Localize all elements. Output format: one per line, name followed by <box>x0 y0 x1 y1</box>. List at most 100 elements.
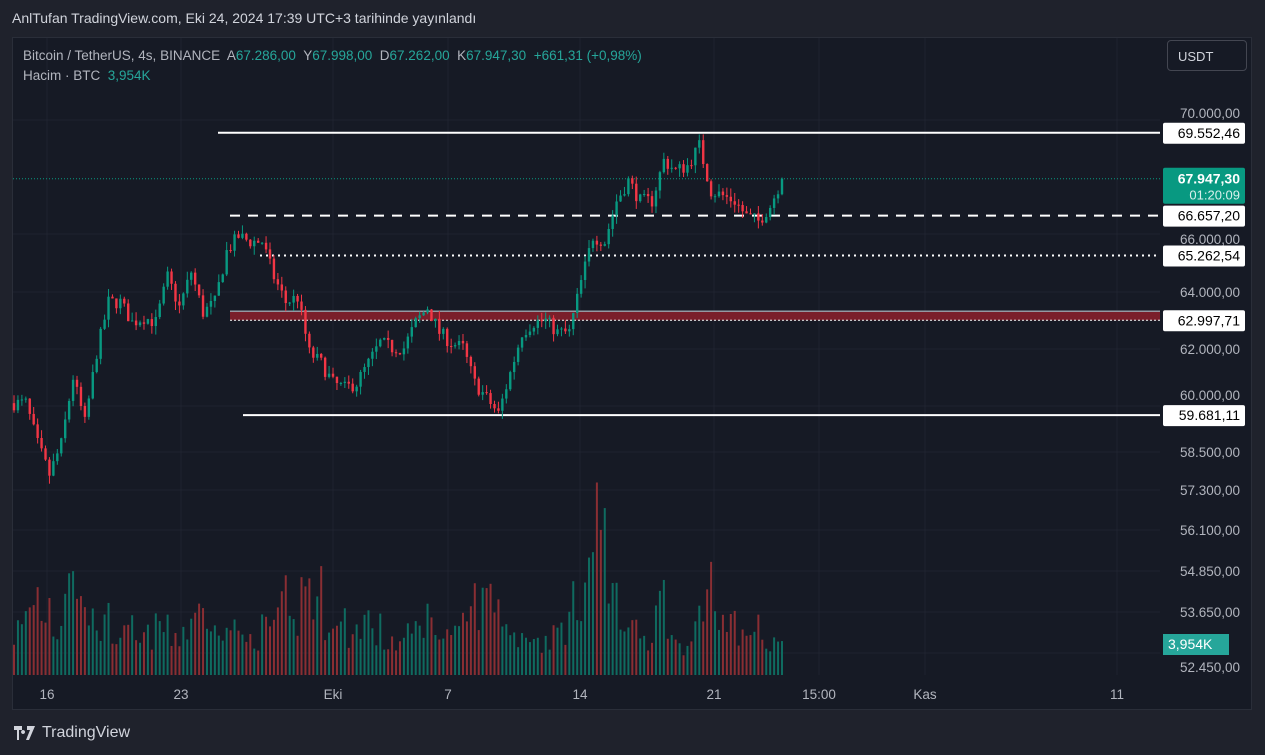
candle-up <box>64 419 67 439</box>
candle-up <box>654 190 658 207</box>
volume-bar <box>351 634 354 675</box>
candle-down <box>709 181 713 197</box>
volume-bar <box>458 626 461 675</box>
candle-down <box>741 205 744 212</box>
volume-bar <box>48 598 51 675</box>
volume-bar <box>324 640 327 675</box>
volume-bar <box>753 631 756 675</box>
candle-up <box>591 240 595 249</box>
volume-bar <box>131 615 134 675</box>
time-tick-label: 14 <box>572 687 588 702</box>
volume-bar <box>414 621 417 675</box>
candle-up <box>288 302 291 304</box>
candle-up <box>658 172 662 191</box>
volume-bar <box>316 596 319 675</box>
candle-up <box>516 347 520 362</box>
volume-bar <box>332 628 335 675</box>
level-price-tag <box>1163 205 1245 227</box>
candle-down <box>465 343 469 357</box>
candle-down <box>28 398 31 414</box>
candle-down <box>761 220 764 223</box>
volume-bar <box>560 622 563 675</box>
chart-panel[interactable] <box>12 37 1252 710</box>
volume-bar <box>139 642 142 675</box>
candle-up <box>186 279 189 294</box>
volume-bar <box>142 632 145 675</box>
tradingview-footer[interactable]: TradingView <box>14 724 130 742</box>
candle-up <box>260 242 264 244</box>
volume-bar <box>698 605 701 675</box>
candle-down <box>280 284 284 291</box>
tradingview-brand: TradingView <box>42 724 131 741</box>
volume-bar <box>221 640 224 675</box>
candle-down <box>134 320 138 326</box>
volume-bar <box>146 624 149 675</box>
candle-down <box>193 272 197 285</box>
volume-bar <box>438 639 441 675</box>
candle-down <box>394 352 398 354</box>
candle-up <box>67 400 71 420</box>
candle-up <box>611 215 614 229</box>
volume-bar <box>461 612 464 675</box>
candle-up <box>481 392 484 395</box>
low-value: 67.262,00 <box>389 48 450 63</box>
symbol-title[interactable]: Bitcoin / TetherUS, 4s, BINANCE <box>23 48 221 63</box>
candle-up <box>103 319 106 329</box>
volume-bar <box>237 630 240 675</box>
volume-bar <box>765 648 768 675</box>
support-zone <box>230 311 1160 321</box>
candle-up <box>579 280 583 294</box>
candle-up <box>686 165 689 173</box>
volume-bar <box>107 602 110 675</box>
candle-down <box>489 393 492 405</box>
candle-up <box>442 328 445 334</box>
candle-up <box>355 386 358 392</box>
volume-bar <box>205 628 208 675</box>
candle-down <box>725 195 729 197</box>
price-axis: 70.000,00 66.000,00 64.000,00 62.000,00 60.0… <box>1180 106 1240 675</box>
candle-up <box>87 398 91 417</box>
volume-bar <box>233 619 236 675</box>
candle-up <box>213 295 217 301</box>
candle-up <box>107 296 110 320</box>
price-tick-label: 62.000,00 <box>1180 342 1240 357</box>
candle-down <box>635 183 638 202</box>
low-label: D <box>379 48 390 63</box>
candle-up <box>406 336 410 349</box>
volume-bar <box>402 637 405 675</box>
candle-up <box>607 228 610 245</box>
level-price-tag <box>1163 122 1245 144</box>
candle-up <box>217 282 220 296</box>
volume-bar <box>564 644 567 675</box>
volume-bar <box>721 614 724 675</box>
volume-label[interactable]: Hacim · BTC <box>23 68 101 83</box>
price-tick-label: 57.300,00 <box>1180 483 1240 498</box>
volume-bar <box>123 625 126 675</box>
candle-down <box>256 240 260 243</box>
volume-bar <box>678 643 681 675</box>
volume-bar <box>611 583 614 675</box>
candle-down <box>79 386 83 406</box>
candle-up <box>99 328 102 359</box>
volume-bar <box>296 635 299 675</box>
volume-bar <box>761 639 764 675</box>
candle-down <box>245 233 248 240</box>
candle-up <box>776 194 780 199</box>
candle-down <box>12 403 16 411</box>
candle-down <box>48 459 51 476</box>
volume-bar <box>56 639 59 675</box>
volume-bar <box>375 645 378 675</box>
candle-up <box>623 194 626 196</box>
candle-down <box>150 319 154 327</box>
volume-bar <box>714 611 717 675</box>
volume-bar <box>477 630 480 675</box>
volume-bar <box>556 627 559 675</box>
candle-down <box>674 167 677 169</box>
volume-bar <box>115 644 118 675</box>
candle-down <box>351 383 354 392</box>
volume-bar <box>391 636 394 675</box>
candle-down <box>83 405 87 417</box>
candle-up <box>292 295 295 303</box>
currency-button[interactable]: USDT <box>1167 40 1247 71</box>
